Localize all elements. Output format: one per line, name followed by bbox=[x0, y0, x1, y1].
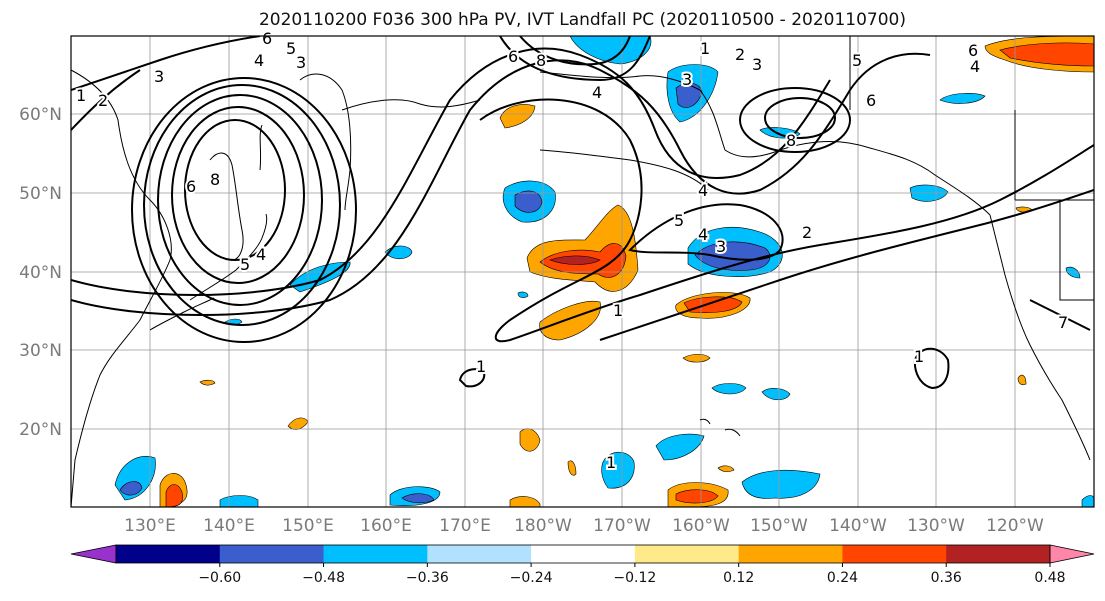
svg-text:40°N: 40°N bbox=[19, 263, 62, 283]
colorbar-segment bbox=[946, 545, 1051, 563]
colorbar-tick-label: −0.60 bbox=[198, 570, 241, 586]
colorbar-tick-label: −0.24 bbox=[510, 570, 553, 586]
svg-text:2: 2 bbox=[802, 223, 812, 242]
svg-text:150°E: 150°E bbox=[282, 516, 334, 536]
pv-contour-labels: 6 5 4 3 2 1 3 8 6 5 4 6 8 4 3 1 2 3 5 6 … bbox=[74, 27, 1070, 474]
svg-text:6: 6 bbox=[508, 47, 518, 66]
svg-text:4: 4 bbox=[698, 225, 708, 244]
svg-text:170°W: 170°W bbox=[593, 516, 651, 536]
svg-text:5: 5 bbox=[286, 39, 296, 58]
pv-contours bbox=[71, 36, 1094, 390]
svg-text:6: 6 bbox=[866, 91, 876, 110]
colorbar-tick-label: 0.48 bbox=[1034, 570, 1065, 586]
colorbar-tick-label: 0.12 bbox=[723, 570, 754, 586]
svg-text:180°W: 180°W bbox=[514, 516, 572, 536]
svg-text:6: 6 bbox=[186, 177, 196, 196]
colorbar-tick-label: −0.12 bbox=[613, 570, 656, 586]
map-frame bbox=[70, 35, 1095, 508]
colorbar-segment bbox=[219, 545, 325, 563]
svg-text:4: 4 bbox=[256, 245, 266, 264]
coastlines bbox=[71, 36, 1094, 507]
svg-text:5: 5 bbox=[674, 211, 684, 230]
svg-text:1: 1 bbox=[606, 453, 616, 472]
svg-text:4: 4 bbox=[698, 181, 708, 200]
colorbar-segment bbox=[323, 545, 428, 563]
svg-text:8: 8 bbox=[210, 170, 220, 189]
svg-text:120°W: 120°W bbox=[986, 516, 1044, 536]
svg-text:130°W: 130°W bbox=[907, 516, 965, 536]
svg-text:3: 3 bbox=[296, 53, 306, 72]
svg-text:50°N: 50°N bbox=[19, 184, 62, 204]
colorbar-segment bbox=[634, 545, 740, 563]
longitude-labels: 130°E 140°E 150°E 160°E 170°E 180°W 170°… bbox=[124, 516, 1044, 536]
svg-text:130°E: 130°E bbox=[124, 516, 176, 536]
colorbar-extend-max bbox=[1049, 544, 1095, 564]
svg-text:2: 2 bbox=[98, 91, 108, 110]
svg-text:140°E: 140°E bbox=[203, 516, 255, 536]
svg-text:6: 6 bbox=[968, 41, 978, 60]
svg-text:1: 1 bbox=[76, 86, 86, 105]
svg-text:30°N: 30°N bbox=[19, 341, 62, 361]
svg-text:3: 3 bbox=[752, 55, 762, 74]
svg-text:1: 1 bbox=[613, 301, 623, 320]
colorbar-tick-label: 0.24 bbox=[827, 570, 858, 586]
svg-text:140°W: 140°W bbox=[829, 516, 887, 536]
svg-text:8: 8 bbox=[536, 51, 546, 70]
colorbar-segment bbox=[531, 545, 636, 563]
svg-text:3: 3 bbox=[154, 67, 164, 86]
svg-text:4: 4 bbox=[592, 83, 602, 102]
svg-text:3: 3 bbox=[682, 70, 692, 89]
colorbar-extend-min bbox=[70, 544, 117, 564]
svg-text:160°W: 160°W bbox=[672, 516, 730, 536]
svg-text:160°E: 160°E bbox=[360, 516, 412, 536]
colorbar-tick-label: 0.36 bbox=[931, 570, 962, 586]
svg-text:7: 7 bbox=[1058, 313, 1068, 332]
svg-text:5: 5 bbox=[240, 255, 250, 274]
svg-text:5: 5 bbox=[852, 51, 862, 70]
map-title: 2020110200 F036 300 hPa PV, IVT Landfall… bbox=[258, 10, 906, 30]
svg-text:1: 1 bbox=[700, 39, 710, 58]
colorbar-tick-label: −0.48 bbox=[302, 570, 345, 586]
svg-text:170°E: 170°E bbox=[439, 516, 491, 536]
svg-text:150°W: 150°W bbox=[750, 516, 808, 536]
svg-text:4: 4 bbox=[254, 51, 264, 70]
colorbar: −0.60 −0.48 −0.36 −0.24 −0.12 0.12 0.24 0.36 0.4… bbox=[70, 544, 1095, 586]
svg-text:6: 6 bbox=[262, 29, 272, 48]
colorbar-segment bbox=[738, 545, 843, 563]
svg-text:3: 3 bbox=[716, 237, 726, 256]
pv-anomaly-fill bbox=[114, 36, 1094, 507]
colorbar-ticks: −0.60 −0.48 −0.36 −0.24 −0.12 0.12 0.24 0.36 0.4… bbox=[198, 563, 1066, 586]
svg-text:2: 2 bbox=[735, 45, 745, 64]
colorbar-segments bbox=[70, 544, 1095, 564]
colorbar-segment bbox=[116, 545, 221, 563]
colorbar-segment bbox=[427, 545, 532, 563]
svg-text:1: 1 bbox=[914, 347, 924, 366]
svg-text:1: 1 bbox=[476, 357, 486, 376]
latitude-labels: 60°N 50°N 40°N 30°N 20°N bbox=[19, 105, 62, 440]
svg-text:4: 4 bbox=[970, 57, 980, 76]
svg-text:60°N: 60°N bbox=[19, 105, 62, 125]
colorbar-segment bbox=[842, 545, 947, 563]
colorbar-tick-label: −0.36 bbox=[406, 570, 449, 586]
svg-text:20°N: 20°N bbox=[19, 420, 62, 440]
svg-text:8: 8 bbox=[786, 131, 796, 150]
